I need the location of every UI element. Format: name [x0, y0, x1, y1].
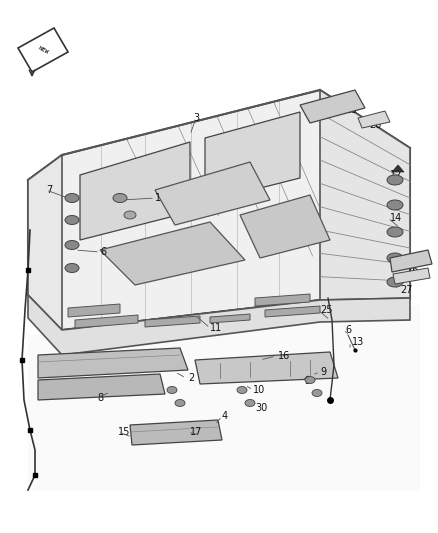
Ellipse shape — [65, 193, 79, 203]
Ellipse shape — [387, 277, 403, 287]
Text: 6: 6 — [100, 247, 106, 257]
Polygon shape — [358, 111, 390, 128]
Text: 12: 12 — [390, 170, 403, 180]
Text: 15: 15 — [118, 427, 131, 437]
Polygon shape — [195, 352, 338, 384]
Text: 2: 2 — [188, 373, 194, 383]
Ellipse shape — [387, 200, 403, 210]
FancyBboxPatch shape — [272, 359, 297, 372]
Ellipse shape — [387, 253, 403, 263]
Ellipse shape — [175, 400, 185, 407]
Ellipse shape — [113, 193, 127, 203]
Polygon shape — [393, 268, 430, 284]
Polygon shape — [68, 304, 120, 317]
Text: 17: 17 — [190, 427, 202, 437]
Text: 10: 10 — [253, 385, 265, 395]
Polygon shape — [240, 195, 330, 258]
Ellipse shape — [237, 386, 247, 393]
Ellipse shape — [65, 240, 79, 249]
Polygon shape — [80, 142, 190, 240]
Polygon shape — [155, 162, 270, 225]
Ellipse shape — [305, 376, 315, 384]
Text: 20: 20 — [369, 120, 381, 130]
Text: 27: 27 — [400, 285, 413, 295]
Polygon shape — [300, 90, 365, 123]
Polygon shape — [255, 294, 310, 306]
Text: 7: 7 — [46, 185, 52, 195]
Ellipse shape — [245, 400, 255, 407]
Text: 19: 19 — [346, 105, 358, 115]
Ellipse shape — [65, 215, 79, 224]
Text: 3: 3 — [193, 113, 199, 123]
Text: 25: 25 — [320, 305, 332, 315]
Text: 14: 14 — [390, 213, 402, 223]
Polygon shape — [265, 306, 320, 317]
Text: 16: 16 — [278, 351, 290, 361]
Polygon shape — [28, 90, 410, 330]
Ellipse shape — [387, 227, 403, 237]
Polygon shape — [28, 155, 62, 330]
Ellipse shape — [167, 386, 177, 393]
Polygon shape — [320, 90, 410, 300]
Text: 13: 13 — [352, 337, 364, 347]
Text: 30: 30 — [255, 403, 267, 413]
Polygon shape — [130, 420, 222, 445]
Polygon shape — [100, 222, 245, 285]
Text: 26: 26 — [406, 265, 418, 275]
Text: 5: 5 — [304, 376, 310, 386]
Text: 8: 8 — [97, 393, 103, 403]
Text: 6: 6 — [345, 325, 351, 335]
Text: 11: 11 — [210, 323, 222, 333]
Text: 9: 9 — [320, 367, 326, 377]
Polygon shape — [145, 316, 200, 327]
Polygon shape — [205, 112, 300, 202]
Polygon shape — [28, 305, 420, 490]
Text: NEW: NEW — [37, 45, 49, 55]
Text: 4: 4 — [222, 411, 228, 421]
Text: 1: 1 — [155, 193, 161, 203]
Ellipse shape — [387, 175, 403, 185]
Polygon shape — [392, 165, 404, 172]
Ellipse shape — [65, 263, 79, 272]
Polygon shape — [75, 315, 138, 328]
Polygon shape — [28, 295, 410, 355]
Ellipse shape — [124, 211, 136, 219]
Ellipse shape — [312, 390, 322, 397]
Polygon shape — [38, 374, 165, 400]
Polygon shape — [390, 250, 432, 272]
Polygon shape — [210, 314, 250, 323]
Polygon shape — [38, 348, 188, 378]
